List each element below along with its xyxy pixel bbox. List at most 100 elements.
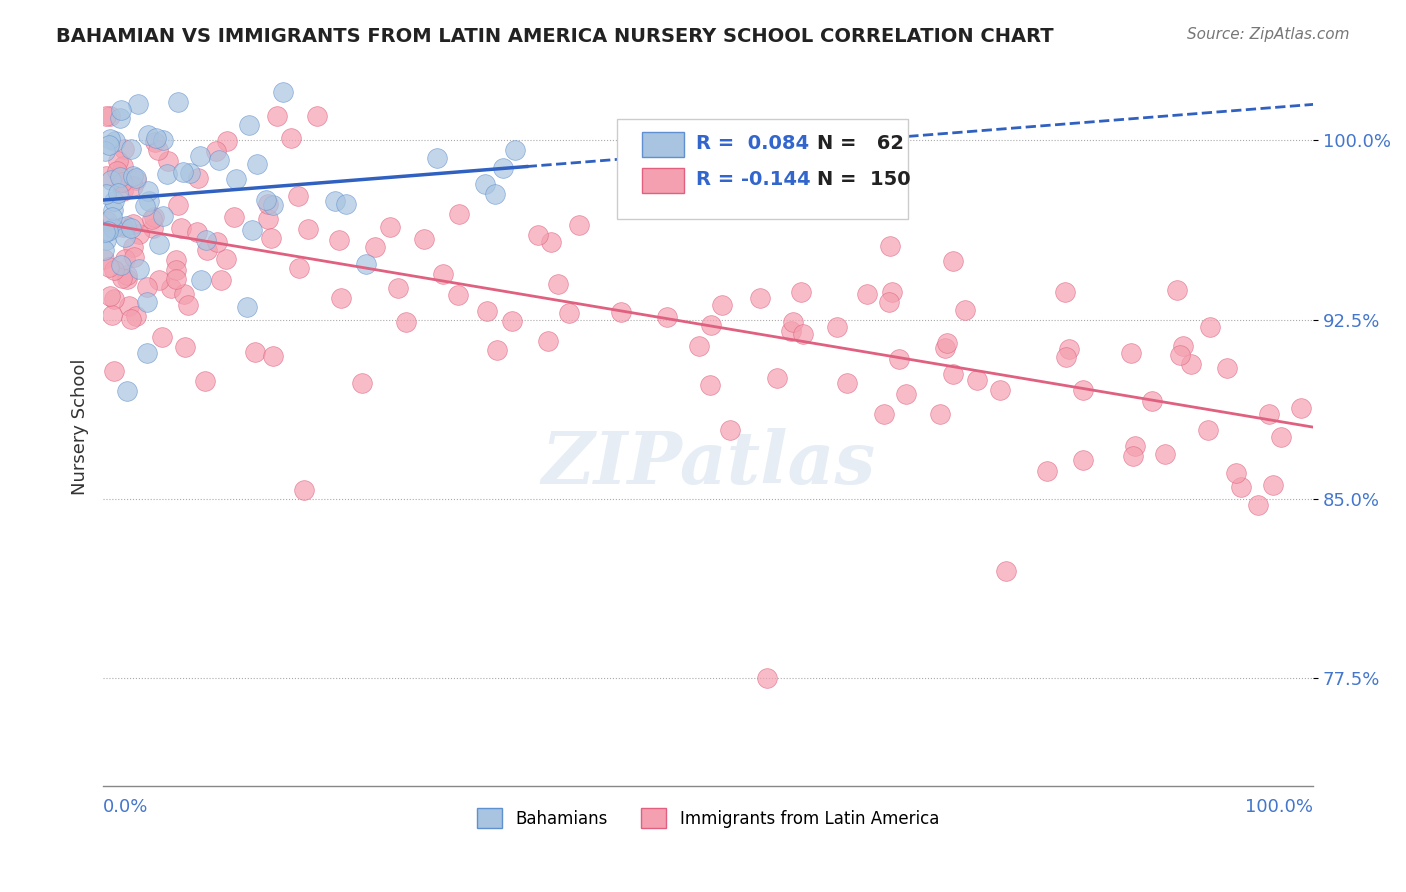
Point <box>100 173 122 187</box>
Point <box>877 295 900 310</box>
Point <box>100 132 122 146</box>
Point <box>195 243 218 257</box>
Point <box>1071 383 1094 397</box>
Point <box>1199 319 1222 334</box>
Point <box>1258 407 1281 421</box>
Point <box>387 281 409 295</box>
Point <box>540 235 562 250</box>
Point <box>124 250 146 264</box>
Point <box>94 225 117 239</box>
Point <box>112 159 135 173</box>
Point <box>111 184 134 198</box>
Point <box>935 336 957 351</box>
Text: BAHAMIAN VS IMMIGRANTS FROM LATIN AMERICA NURSERY SCHOOL CORRELATION CHART: BAHAMIAN VS IMMIGRANTS FROM LATIN AMERIC… <box>56 27 1054 45</box>
Point <box>287 188 309 202</box>
Point <box>101 308 124 322</box>
Point <box>101 210 124 224</box>
Point <box>942 253 965 268</box>
Point <box>238 118 260 132</box>
Point <box>128 261 150 276</box>
Point <box>128 227 150 242</box>
Point <box>246 157 269 171</box>
Point <box>837 376 859 390</box>
Text: N =   62: N = 62 <box>817 135 904 153</box>
Point <box>97 224 120 238</box>
Point <box>1036 464 1059 478</box>
Point <box>988 383 1011 397</box>
Point <box>121 169 143 183</box>
Point <box>354 257 377 271</box>
Point <box>98 137 121 152</box>
Point <box>292 483 315 497</box>
Point <box>1154 447 1177 461</box>
Point <box>307 109 329 123</box>
Point <box>790 285 813 300</box>
Point <box>887 352 910 367</box>
Point <box>205 145 228 159</box>
Point <box>115 219 138 233</box>
Point <box>558 306 581 320</box>
Point <box>190 149 212 163</box>
Point <box>825 320 848 334</box>
Point <box>766 370 789 384</box>
Text: ZIPatlas: ZIPatlas <box>541 427 876 499</box>
Point <box>756 671 779 685</box>
Point <box>1197 423 1219 437</box>
Point <box>710 298 733 312</box>
Point <box>485 343 508 357</box>
Text: 0.0%: 0.0% <box>103 797 149 816</box>
Point <box>186 225 208 239</box>
Point <box>1053 285 1076 299</box>
Point <box>1168 348 1191 362</box>
Point <box>610 305 633 319</box>
Point <box>323 194 346 209</box>
Point <box>942 368 965 382</box>
Text: 100.0%: 100.0% <box>1246 797 1313 816</box>
Point <box>177 298 200 312</box>
Point <box>101 220 124 235</box>
Point <box>501 314 523 328</box>
Point <box>127 96 149 111</box>
Point <box>142 220 165 235</box>
Point <box>449 207 471 221</box>
Point <box>170 220 193 235</box>
Point <box>262 349 284 363</box>
Point <box>748 292 770 306</box>
Point <box>1119 345 1142 359</box>
Point <box>363 240 385 254</box>
Point <box>335 197 357 211</box>
Point <box>1180 357 1202 371</box>
Point <box>271 86 294 100</box>
Point <box>110 258 132 272</box>
FancyBboxPatch shape <box>641 168 683 193</box>
Point <box>484 187 506 202</box>
Point <box>447 288 470 302</box>
Point <box>93 252 115 266</box>
Point <box>122 240 145 254</box>
Point <box>103 292 125 306</box>
Point <box>146 143 169 157</box>
Point <box>117 384 139 399</box>
Point <box>125 309 148 323</box>
Point <box>280 131 302 145</box>
Point <box>165 253 187 268</box>
Point <box>108 111 131 125</box>
Point <box>160 281 183 295</box>
Point <box>297 221 319 235</box>
Point <box>879 239 901 253</box>
Point <box>101 203 124 218</box>
Point <box>880 285 903 299</box>
Point <box>527 228 550 243</box>
Point <box>138 194 160 208</box>
Point <box>125 170 148 185</box>
Point <box>1270 430 1292 444</box>
Point <box>105 163 128 178</box>
Point <box>1125 439 1147 453</box>
Point <box>98 260 121 275</box>
Point <box>96 187 118 202</box>
Point <box>225 172 247 186</box>
Point <box>929 407 952 421</box>
Point <box>107 153 129 168</box>
Point <box>111 175 134 189</box>
Point <box>491 161 513 176</box>
